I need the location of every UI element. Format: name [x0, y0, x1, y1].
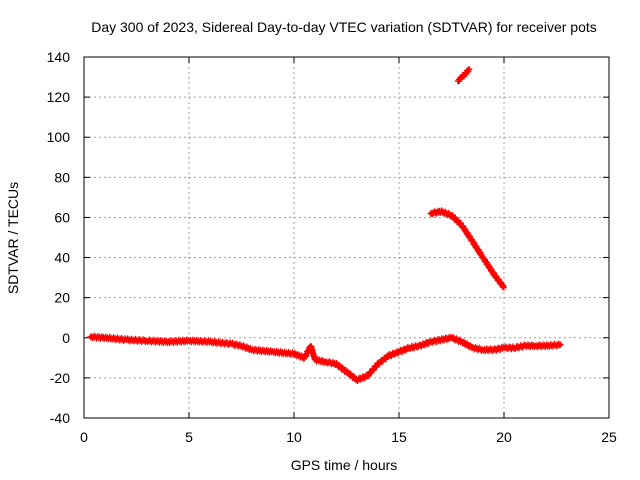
- y-tick-label: 140: [47, 49, 71, 65]
- high-segment-point: [465, 66, 472, 73]
- y-tick-labels: -40 -20 0 20 40 60 80 100 120 140: [47, 49, 71, 426]
- x-tick-label: 25: [601, 429, 617, 445]
- axis-ticks: [83, 56, 610, 419]
- y-tick-label: 100: [47, 129, 71, 145]
- data-points: [87, 66, 564, 385]
- x-tick-label: 5: [185, 429, 193, 445]
- x-tick-label: 15: [391, 429, 407, 445]
- chart-title: Day 300 of 2023, Sidereal Day-to-day VTE…: [91, 19, 597, 35]
- y-tick-label: 0: [62, 330, 70, 346]
- x-axis-label: GPS time / hours: [291, 457, 398, 473]
- plot-frame: [83, 56, 610, 419]
- main-track-point: [556, 341, 563, 348]
- x-tick-label: 20: [496, 429, 512, 445]
- y-tick-label: 20: [54, 290, 70, 306]
- x-tick-label: 0: [80, 429, 88, 445]
- y-axis-label: SDTVAR / TECUs: [5, 182, 21, 294]
- y-tick-label: 60: [54, 209, 70, 225]
- y-tick-label: -40: [50, 410, 70, 426]
- y-tick-label: -20: [50, 370, 70, 386]
- y-tick-label: 120: [47, 89, 71, 105]
- y-tick-label: 80: [54, 169, 70, 185]
- descending-segment-point: [500, 282, 507, 289]
- x-tick-labels: 0 5 10 15 20 25: [80, 429, 617, 445]
- x-tick-label: 10: [286, 429, 302, 445]
- grid-lines: [84, 57, 609, 418]
- y-tick-label: 40: [54, 250, 70, 266]
